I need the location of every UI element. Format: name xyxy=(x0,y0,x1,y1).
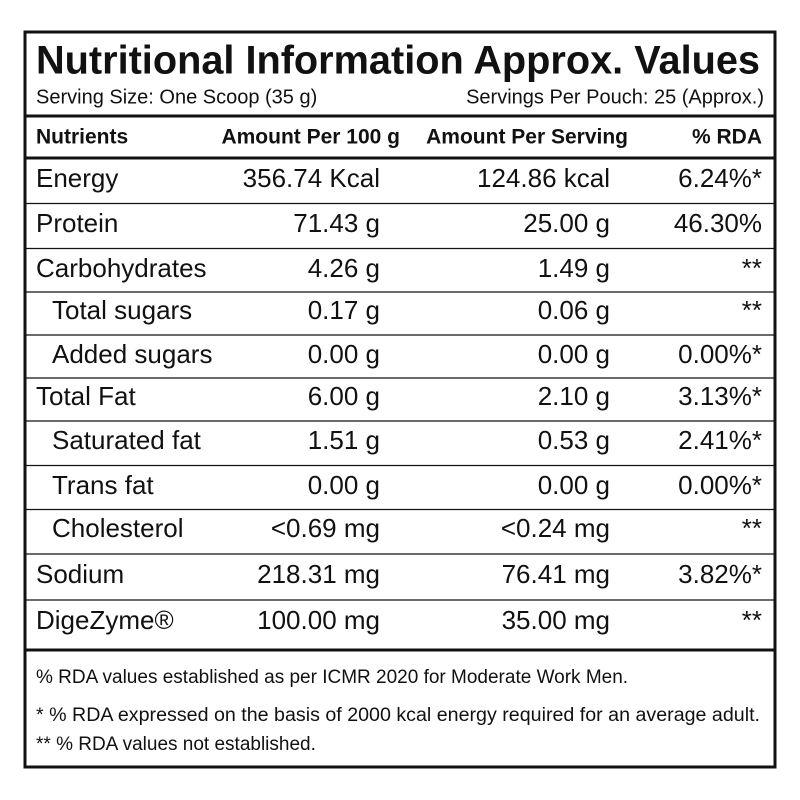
cell-value: 0.06 g xyxy=(538,295,610,325)
cell-value: 35.00 mg xyxy=(502,605,610,635)
column-header: Amount Per Serving xyxy=(426,126,628,149)
cell-value: 218.31 mg xyxy=(257,559,380,589)
cell-value: 0.00 g xyxy=(538,339,610,369)
nutrient-name: Cholesterol xyxy=(52,513,184,543)
cell-value: ** xyxy=(742,295,762,325)
cell-value: 6.00 g xyxy=(308,381,380,411)
cell-value: 1.51 g xyxy=(308,425,380,455)
cell-value: 0.00%* xyxy=(678,339,762,369)
cell-value: 6.24%* xyxy=(678,163,762,193)
nutrient-name: Added sugars xyxy=(52,339,212,369)
footnote: * % RDA expressed on the basis of 2000 k… xyxy=(36,705,760,726)
cell-value: 25.00 g xyxy=(523,208,610,238)
nutrient-name: Total sugars xyxy=(52,295,192,325)
cell-value: ** xyxy=(742,253,762,283)
cell-value: 1.49 g xyxy=(538,253,610,283)
nutrient-name: Energy xyxy=(36,163,118,193)
cell-value: 3.82%* xyxy=(678,559,762,589)
column-header: Amount Per 100 g xyxy=(221,126,400,149)
footnote: % RDA values established as per ICMR 202… xyxy=(36,667,628,688)
nutrient-name: Total Fat xyxy=(36,381,136,411)
cell-value: ** xyxy=(742,513,762,543)
column-header: Nutrients xyxy=(36,126,128,149)
cell-value: 0.53 g xyxy=(538,425,610,455)
cell-value: 4.26 g xyxy=(308,253,380,283)
cell-value: 0.00 g xyxy=(308,470,380,500)
table-body: Energy 356.74 Kcal 124.86 kcal 6.24%* Protei… xyxy=(25,163,775,635)
nutrient-name: Carbohydrates xyxy=(36,253,207,283)
cell-value: 124.86 kcal xyxy=(477,163,610,193)
serving-size: Serving Size: One Scoop (35 g) xyxy=(36,86,317,108)
label-border xyxy=(23,30,777,769)
cell-value: ** xyxy=(742,605,762,635)
cell-value: 0.00 g xyxy=(538,470,610,500)
cell-value: 0.17 g xyxy=(308,295,380,325)
footnote: ** % RDA values not established. xyxy=(36,734,316,755)
cell-value: 100.00 mg xyxy=(257,605,380,635)
cell-value: 356.74 Kcal xyxy=(243,163,380,193)
title: Nutritional Information Approx. Values xyxy=(36,39,760,83)
cell-value: 0.00%* xyxy=(678,470,762,500)
nutrient-name: Saturated fat xyxy=(52,425,202,455)
cell-value: 76.41 mg xyxy=(502,559,610,589)
cell-value: 46.30% xyxy=(674,208,762,238)
cell-value: <0.69 mg xyxy=(271,513,380,543)
cell-value: 0.00 g xyxy=(308,339,380,369)
nutrient-name: Trans fat xyxy=(52,470,154,500)
cell-value: 2.41%* xyxy=(678,425,762,455)
column-header: % RDA xyxy=(692,126,762,149)
cell-value: 2.10 g xyxy=(538,381,610,411)
cell-value: 3.13%* xyxy=(678,381,762,411)
nutrient-name: Sodium xyxy=(36,559,124,589)
cell-value: 71.43 g xyxy=(293,208,380,238)
servings-per-pouch: Servings Per Pouch: 25 (Approx.) xyxy=(466,86,764,108)
nutrient-name: DigeZyme® xyxy=(36,605,174,635)
nutrient-name: Protein xyxy=(36,208,118,238)
cell-value: <0.24 mg xyxy=(501,513,610,543)
